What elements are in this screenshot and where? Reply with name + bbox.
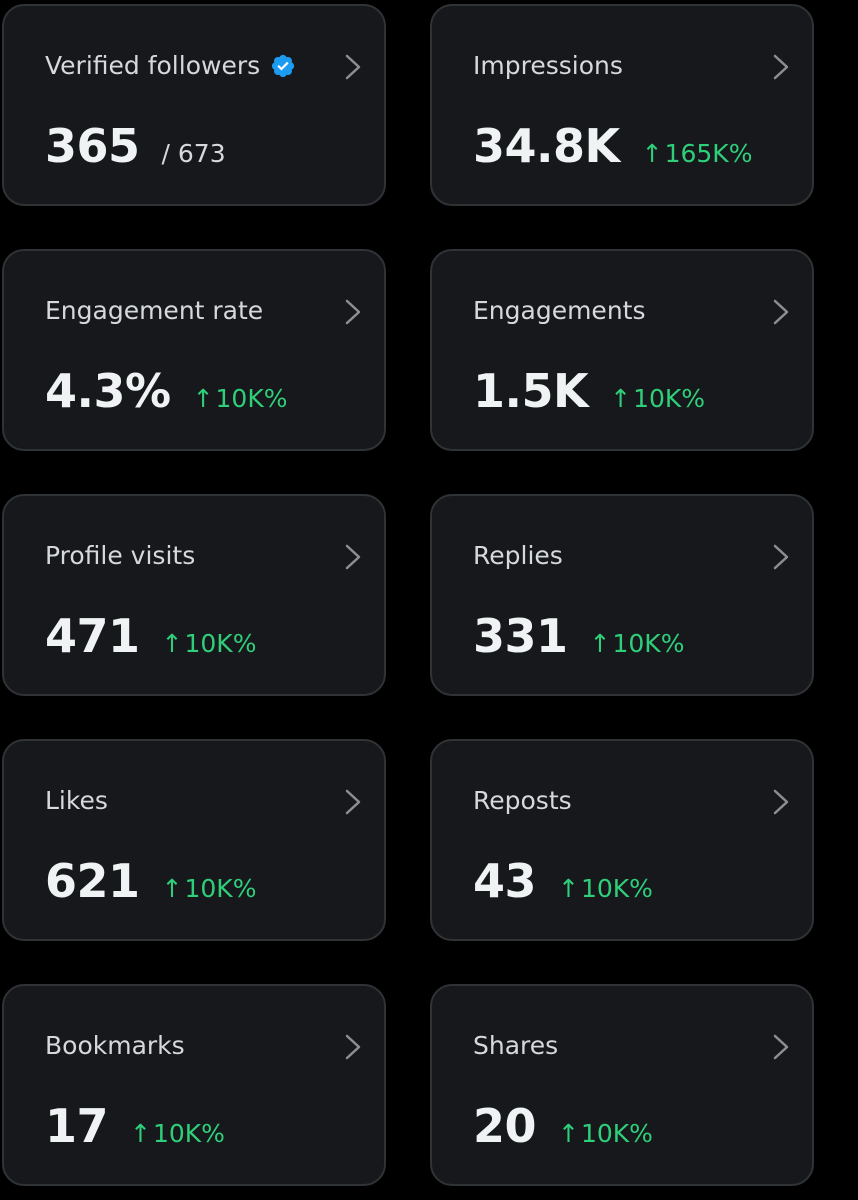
arrow-up-icon: ↑	[558, 1119, 579, 1148]
metric-value-row: 4.3% ↑ 10K%	[45, 363, 288, 419]
metric-label-row: Bookmarks	[45, 1030, 185, 1062]
metric-value-row: 43 ↑ 10K%	[473, 853, 653, 909]
metric-change: ↑ 10K%	[193, 384, 288, 413]
metric-label-row: Replies	[473, 540, 563, 572]
metric-change-value: 10K%	[215, 384, 288, 413]
metric-change: ↑ 165K%	[642, 139, 753, 168]
metric-value-row: 17 ↑ 10K%	[45, 1098, 225, 1154]
metric-value: 20	[473, 1099, 537, 1153]
chevron-right-icon	[345, 1034, 361, 1060]
metric-change-value: 10K%	[580, 874, 653, 903]
metric-change: ↑ 10K%	[590, 629, 685, 658]
metric-card-engagement-rate[interactable]: Engagement rate 4.3% ↑ 10K%	[2, 249, 386, 451]
metric-change: ↑ 10K%	[558, 874, 653, 903]
chevron-right-icon	[773, 299, 789, 325]
metric-value: 1.5K	[473, 364, 589, 418]
metric-value-row: 34.8K ↑ 165K%	[473, 118, 752, 174]
chevron-right-icon	[345, 789, 361, 815]
metric-label: Impressions	[473, 51, 623, 80]
chevron-right-icon	[773, 544, 789, 570]
arrow-up-icon: ↑	[161, 874, 183, 903]
metrics-grid: Verified followers 365 / 673 Impressions…	[2, 4, 814, 1186]
metric-change-value: 10K%	[580, 1119, 653, 1148]
metric-card-shares[interactable]: Shares 20 ↑ 10K%	[430, 984, 814, 1186]
metric-change: ↑ 10K%	[162, 874, 257, 903]
metric-value-row: 20 ↑ 10K%	[473, 1098, 653, 1154]
metric-label-row: Shares	[473, 1030, 558, 1062]
chevron-right-icon	[773, 789, 789, 815]
arrow-up-icon: ↑	[161, 629, 183, 658]
metric-card-replies[interactable]: Replies 331 ↑ 10K%	[430, 494, 814, 696]
metric-label: Likes	[45, 786, 108, 815]
verified-badge-icon	[270, 53, 296, 79]
metric-change: ↑ 10K%	[130, 1119, 225, 1148]
chevron-right-icon	[345, 544, 361, 570]
metric-label-row: Impressions	[473, 50, 623, 82]
chevron-right-icon	[345, 299, 361, 325]
metric-value: 17	[45, 1099, 109, 1153]
metric-change: ↑ 10K%	[610, 384, 705, 413]
metric-label-row: Engagements	[473, 295, 646, 327]
metric-value: 331	[473, 609, 568, 663]
chevron-right-icon	[773, 1034, 789, 1060]
metric-card-likes[interactable]: Likes 621 ↑ 10K%	[2, 739, 386, 941]
metric-card-impressions[interactable]: Impressions 34.8K ↑ 165K%	[430, 4, 814, 206]
metric-label-row: Likes	[45, 785, 108, 817]
metric-card-bookmarks[interactable]: Bookmarks 17 ↑ 10K%	[2, 984, 386, 1186]
metric-label-row: Engagement rate	[45, 295, 263, 327]
metric-change-value: 165K%	[664, 139, 753, 168]
metric-card-profile-visits[interactable]: Profile visits 471 ↑ 10K%	[2, 494, 386, 696]
metric-label: Engagements	[473, 296, 646, 325]
metric-change-value: 10K%	[152, 1119, 225, 1148]
metric-value: 34.8K	[473, 119, 620, 173]
metric-total: / 673	[161, 139, 226, 168]
metric-change: ↑ 10K%	[558, 1119, 653, 1148]
metric-value-row: 365 / 673	[45, 118, 226, 174]
chevron-right-icon	[345, 54, 361, 80]
arrow-up-icon: ↑	[641, 139, 663, 168]
metric-value-row: 1.5K ↑ 10K%	[473, 363, 705, 419]
metric-card-engagements[interactable]: Engagements 1.5K ↑ 10K%	[430, 249, 814, 451]
arrow-up-icon: ↑	[610, 384, 632, 413]
chevron-right-icon	[773, 54, 789, 80]
arrow-up-icon: ↑	[558, 874, 579, 903]
metric-label: Reposts	[473, 786, 572, 815]
arrow-up-icon: ↑	[192, 384, 214, 413]
metric-label: Verified followers	[45, 51, 261, 80]
metric-label: Bookmarks	[45, 1031, 185, 1060]
metric-value: 43	[473, 854, 537, 908]
metric-change-value: 10K%	[612, 629, 685, 658]
metric-change-value: 10K%	[184, 874, 257, 903]
metric-label-row: Profile visits	[45, 540, 195, 572]
arrow-up-icon: ↑	[130, 1119, 151, 1148]
metric-label: Profile visits	[45, 541, 196, 570]
metric-value-row: 331 ↑ 10K%	[473, 608, 684, 664]
metric-label-row: Verified followers	[45, 50, 296, 82]
metric-value: 471	[45, 609, 140, 663]
metric-label-row: Reposts	[473, 785, 572, 817]
metric-label: Shares	[473, 1031, 559, 1060]
metric-change: ↑ 10K%	[162, 629, 257, 658]
metric-label: Engagement rate	[45, 296, 264, 325]
arrow-up-icon: ↑	[589, 629, 611, 658]
metric-label: Replies	[473, 541, 563, 570]
metric-value: 4.3%	[45, 364, 171, 418]
metric-card-verified-followers[interactable]: Verified followers 365 / 673	[2, 4, 386, 206]
metric-value: 621	[45, 854, 140, 908]
metric-change-value: 10K%	[184, 629, 257, 658]
metric-card-reposts[interactable]: Reposts 43 ↑ 10K%	[430, 739, 814, 941]
metric-change-value: 10K%	[633, 384, 706, 413]
metric-value-row: 621 ↑ 10K%	[45, 853, 256, 909]
metric-value-row: 471 ↑ 10K%	[45, 608, 256, 664]
metric-value: 365	[45, 119, 140, 173]
